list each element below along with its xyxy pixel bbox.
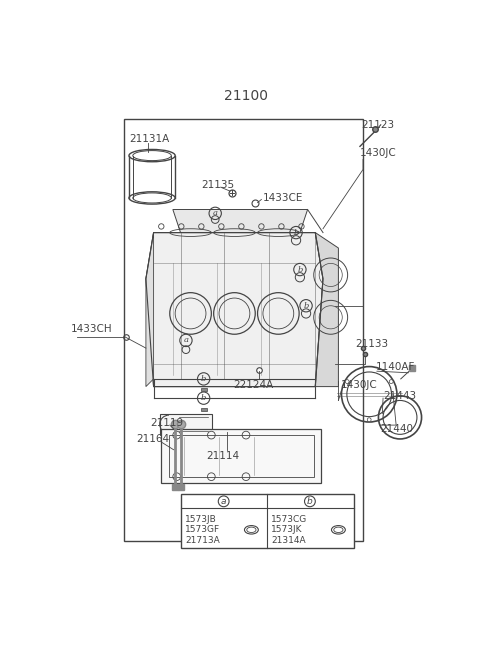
Text: b: b	[201, 375, 206, 383]
Text: a: a	[213, 210, 218, 217]
Text: 21131A: 21131A	[129, 134, 169, 143]
Text: 1573GF: 1573GF	[185, 525, 220, 534]
Bar	[180, 495, 354, 548]
Text: b: b	[303, 302, 309, 310]
Text: 21135: 21135	[201, 180, 234, 190]
Bar	[161, 429, 322, 483]
Bar	[160, 413, 212, 435]
Polygon shape	[146, 233, 323, 386]
Text: b: b	[201, 394, 206, 402]
Text: 1573CG: 1573CG	[271, 515, 308, 523]
Bar	[169, 435, 314, 477]
Circle shape	[367, 418, 371, 422]
Text: 21164: 21164	[137, 434, 170, 444]
Text: b: b	[297, 265, 302, 274]
Polygon shape	[315, 233, 338, 386]
Text: 21443: 21443	[383, 391, 416, 401]
Text: 21713A: 21713A	[185, 536, 220, 545]
Text: 1573JB: 1573JB	[185, 515, 217, 523]
Text: 21314A: 21314A	[271, 536, 306, 545]
Polygon shape	[173, 210, 308, 233]
Text: 21100: 21100	[224, 88, 268, 103]
Text: 1573JK: 1573JK	[271, 525, 303, 534]
Text: 1433CE: 1433CE	[263, 193, 303, 203]
Text: 21133: 21133	[355, 339, 388, 349]
Text: 1430JC: 1430JC	[360, 147, 396, 157]
Text: a: a	[221, 497, 227, 506]
Text: 22124A: 22124A	[234, 380, 274, 390]
Text: 1430JC: 1430JC	[341, 380, 377, 390]
Text: 1433CH: 1433CH	[71, 324, 112, 334]
Circle shape	[389, 380, 393, 384]
Text: 1140AF: 1140AF	[375, 362, 415, 372]
Text: 21114: 21114	[206, 451, 240, 461]
Text: 21440: 21440	[380, 424, 413, 434]
Text: 21123: 21123	[361, 120, 395, 130]
Bar	[201, 388, 207, 391]
Text: b: b	[307, 497, 313, 506]
Text: a: a	[183, 337, 189, 345]
Text: b: b	[293, 229, 299, 236]
Circle shape	[345, 380, 349, 384]
Bar	[124, 119, 363, 540]
Polygon shape	[146, 233, 154, 386]
Text: 21119: 21119	[151, 418, 184, 428]
Bar	[201, 408, 207, 411]
